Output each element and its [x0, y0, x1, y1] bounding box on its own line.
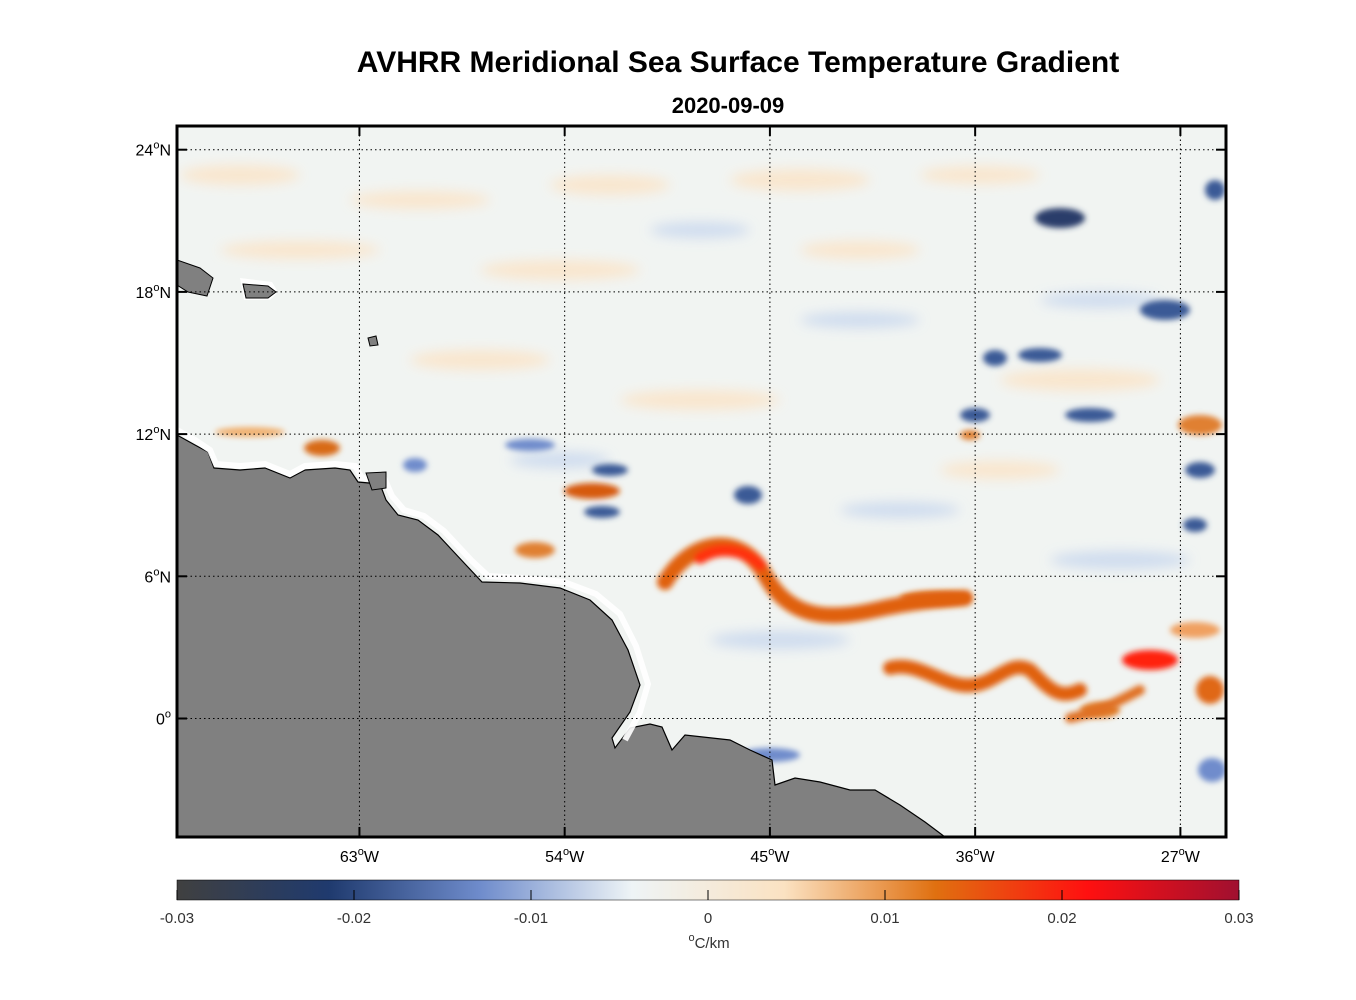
colorbar-units: oC/km [688, 932, 729, 952]
chart-title: AVHRR Meridional Sea Surface Temperature… [356, 46, 1120, 79]
colorbar-tick-label: 0 [704, 910, 712, 927]
colorbar-tick-label: -0.03 [160, 910, 194, 927]
axis-tick-labels: 63oW 54oW 45oW 36oW 27oW 24oN 18oN 12oN 6oN 0o [136, 140, 1201, 866]
lon-tick-label: 54oW [545, 846, 585, 866]
lon-tick-label: 63oW [340, 846, 380, 866]
chart-date: 2020-09-09 [671, 93, 785, 118]
graticule [177, 126, 1226, 837]
land-masses [177, 259, 946, 837]
map-frame [175, 124, 1228, 839]
lon-tick-label: 45oW [750, 846, 790, 866]
colorbar-tick-label: -0.02 [337, 910, 371, 927]
lat-tick-label: 6oN [144, 566, 171, 586]
colorbar-ticks: -0.03 -0.02 -0.01 0 0.01 0.02 0.03 [160, 890, 1254, 927]
lon-tick-label: 36oW [956, 846, 996, 866]
axis-ticks [177, 126, 1226, 837]
colorbar-tick-label: 0.01 [870, 910, 899, 927]
colorbar-tick-label: 0.03 [1224, 910, 1253, 927]
colorbar-tick-label: -0.01 [514, 910, 548, 927]
lon-tick-label: 27oW [1161, 846, 1201, 866]
lat-tick-label: 24oN [136, 140, 171, 160]
lat-tick-label: 18oN [136, 282, 171, 302]
colorbar-tick-label: 0.02 [1047, 910, 1076, 927]
lat-tick-label: 12oN [136, 424, 171, 444]
lat-tick-label: 0o [156, 709, 171, 729]
